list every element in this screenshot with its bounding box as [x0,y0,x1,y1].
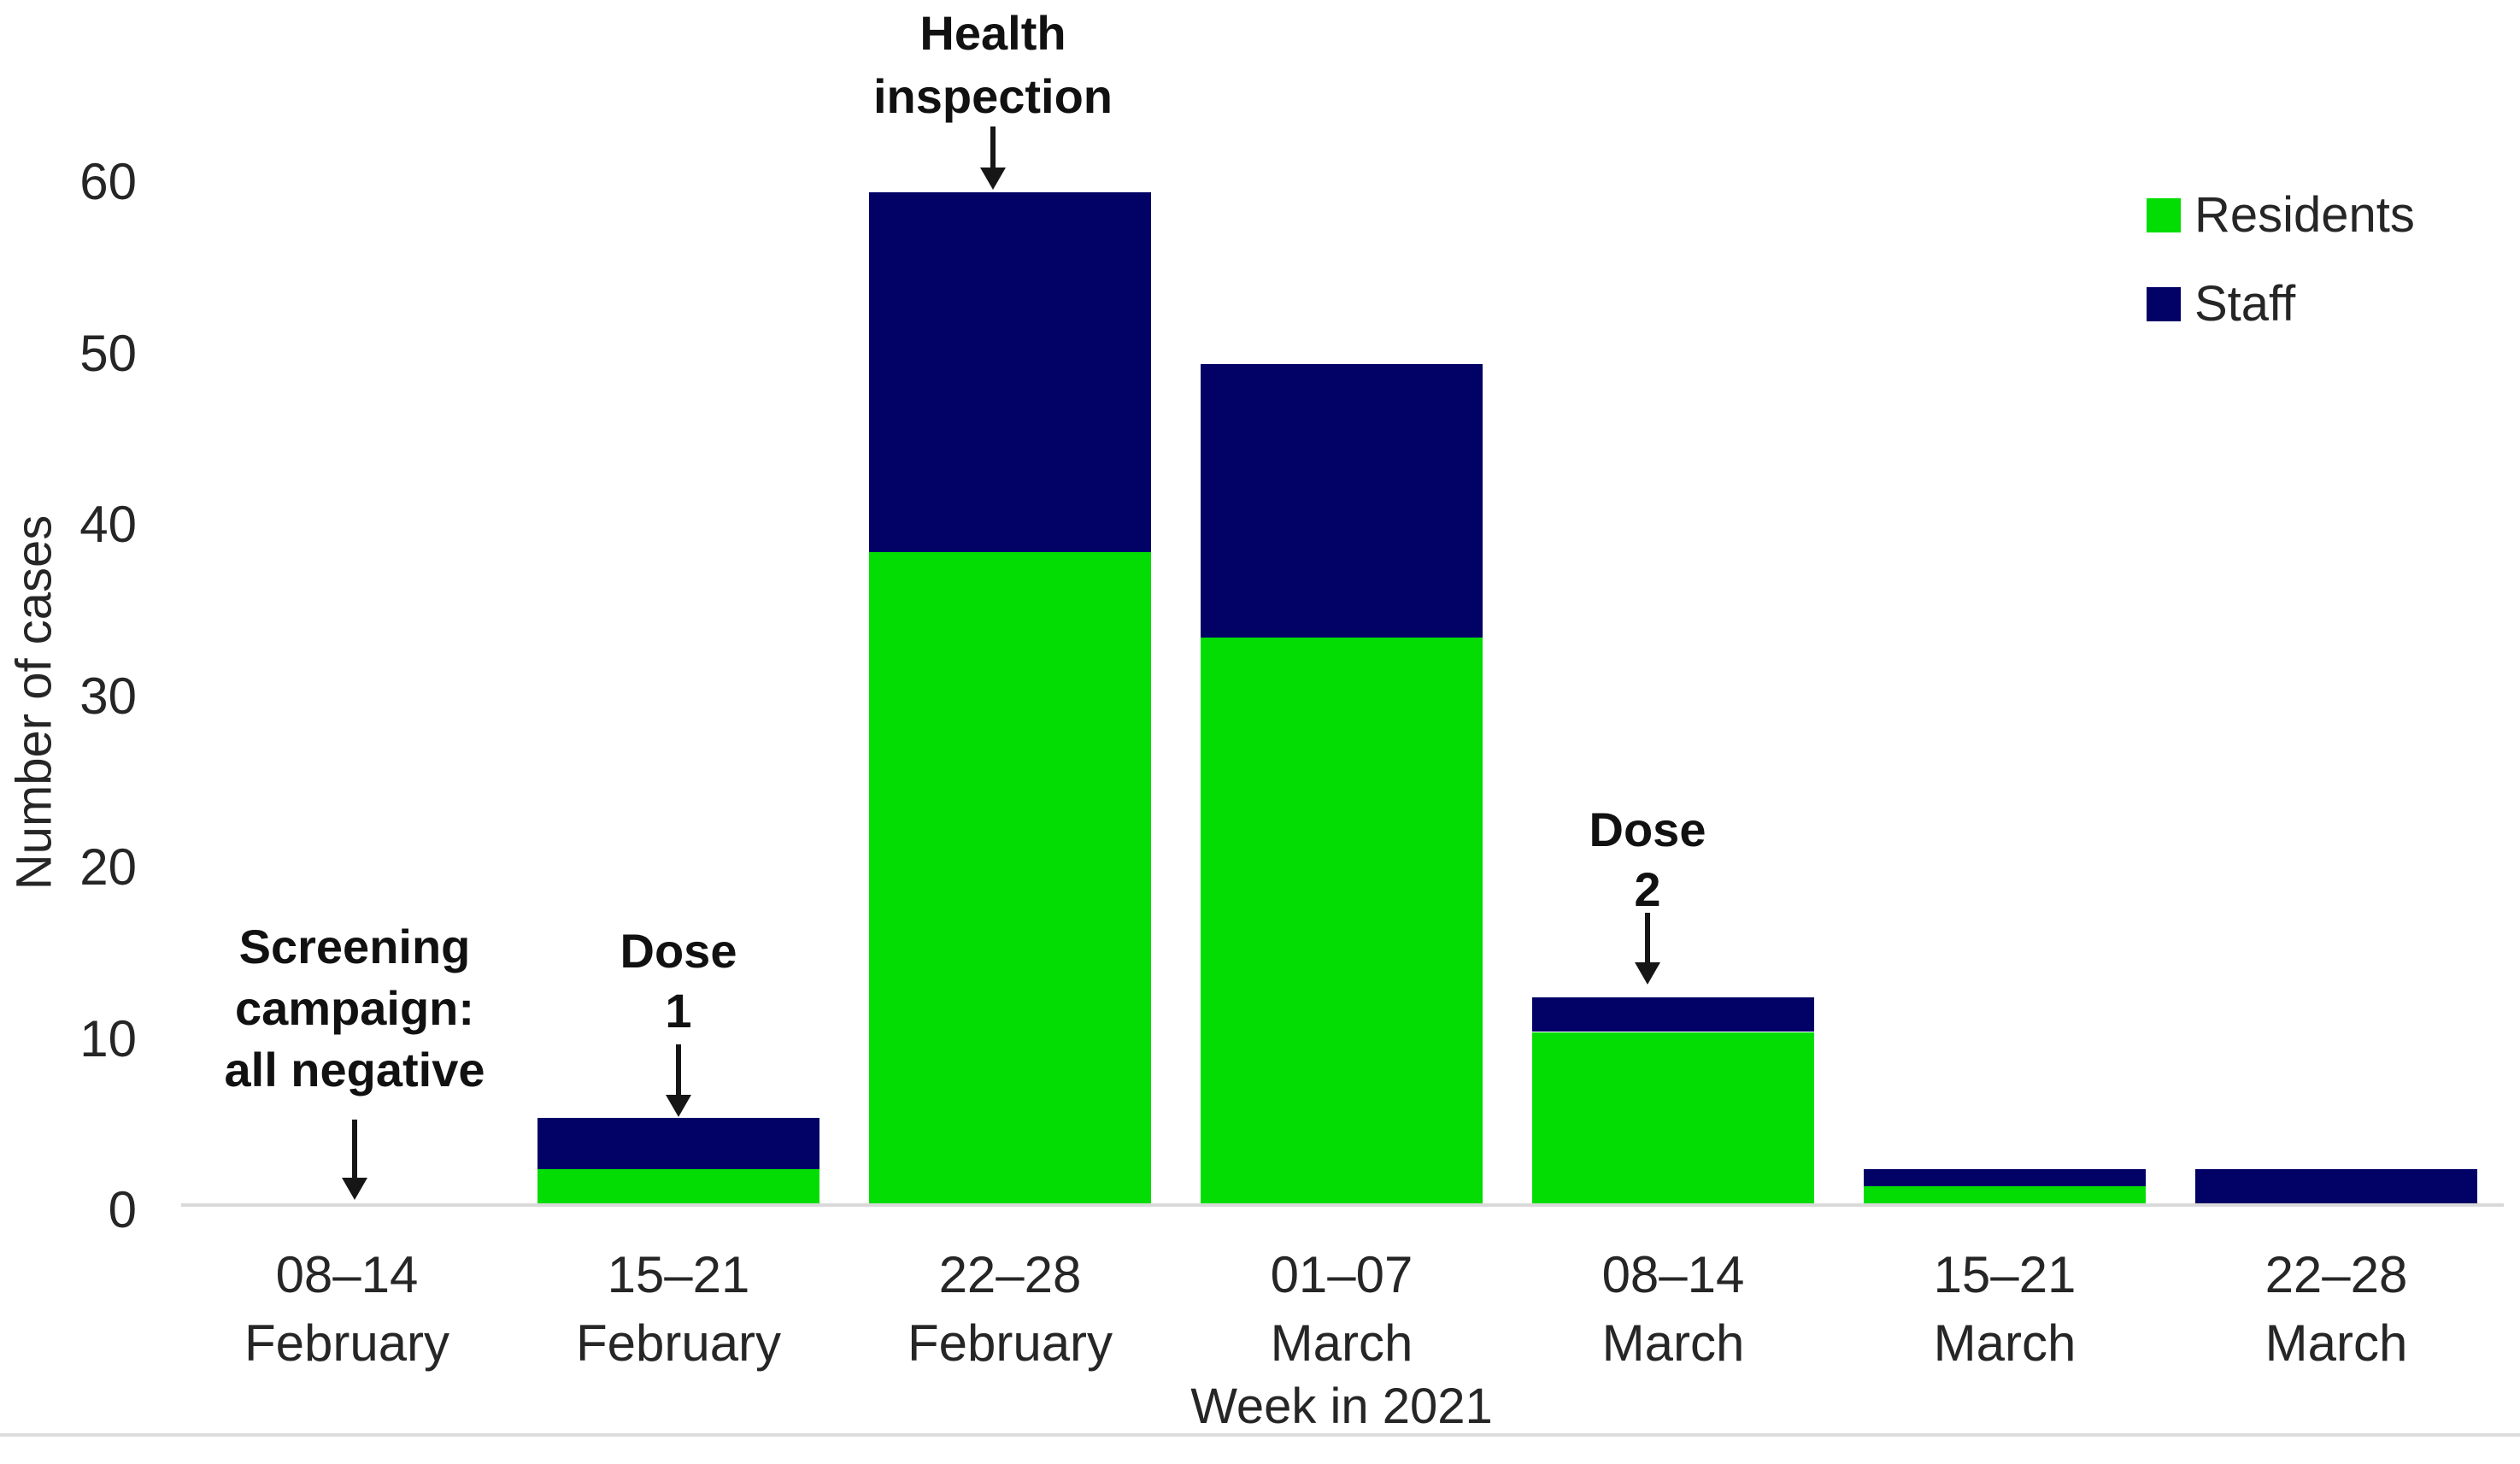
arrow-head [1635,962,1660,985]
arrow-head [342,1178,367,1200]
bar-segment-residents-08–14-March [1532,1032,1814,1203]
bar-segment-residents-22–28-February [869,552,1151,1203]
x-axis-title: Week in 2021 [1190,1379,1493,1434]
legend-swatch-staff [2147,287,2181,321]
y-tick-label-30: 30 [79,667,137,725]
y-tick-label-0: 0 [108,1181,137,1238]
annotation-dose-2: Dose 2 [1589,803,1706,916]
bar-segment-staff-22–28-March [2195,1168,2477,1203]
legend-label-staff: Staff [2194,276,2296,332]
x-tick-label-22–28-March: 22–28 March [2264,1246,2408,1372]
x-tick-label-15–21-March: 15–21 March [1933,1246,2077,1372]
x-tick-label-08–14-February: 08–14 February [244,1246,450,1372]
annotation-health-inspection: Health inspection [872,6,1113,123]
arrow-shaft [1645,913,1650,964]
bar-segment-residents-15–21-February [537,1168,819,1203]
x-tick-label-15–21-February: 15–21 February [575,1246,782,1372]
annotation-arrow-icon [661,1044,696,1117]
legend-swatch-residents [2147,198,2181,232]
arrow-shaft [352,1120,357,1179]
x-tick-label-22–28-February: 22–28 February [907,1246,1113,1372]
y-tick-label-20: 20 [79,838,137,896]
bar-segment-residents-01–07-March [1201,638,1483,1203]
annotation-screening-campaign-allnegative: Screening campaign: all negative [224,920,485,1097]
arrow-head [980,168,1006,190]
annotation-arrow-icon [1630,913,1665,985]
y-tick-label-10: 10 [79,1009,137,1067]
bar-segment-staff-15–21-March [1864,1168,2146,1186]
annotation-arrow-icon [976,126,1010,190]
arrow-head [666,1095,691,1117]
x-tick-label-01–07-March: 01–07 March [1270,1246,1413,1372]
legend-item-residents: Residents [2147,187,2415,243]
annotation-arrow-icon [338,1120,372,1200]
bar-segment-staff-01–07-March [1201,363,1483,638]
figure-bottom-border [0,1433,2520,1437]
bar-segment-staff-22–28-February [869,192,1151,553]
annotation-dose-1: Dose 1 [620,924,737,1038]
y-tick-label-40: 40 [79,496,137,553]
y-tick-label-60: 60 [79,153,137,210]
arrow-shaft [990,126,996,169]
legend-label-residents: Residents [2194,187,2415,243]
x-tick-label-08–14-March: 08–14 March [1601,1246,1745,1372]
bar-segment-residents-15–21-March [1864,1185,2146,1203]
x-axis-line [181,1203,2504,1207]
y-tick-label-50: 50 [79,324,137,382]
legend-item-staff: Staff [2147,276,2296,332]
arrow-shaft [676,1044,681,1097]
bar-segment-staff-15–21-February [537,1117,819,1169]
bar-segment-staff-08–14-March [1532,997,1814,1032]
